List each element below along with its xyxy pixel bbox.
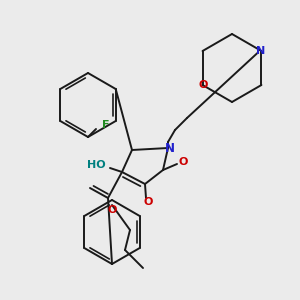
Text: O: O [107, 205, 117, 215]
Text: N: N [256, 46, 265, 56]
Text: HO: HO [87, 160, 105, 170]
Text: F: F [102, 120, 110, 130]
Text: N: N [165, 142, 175, 155]
Text: O: O [199, 80, 208, 90]
Text: O: O [143, 197, 153, 207]
Text: O: O [178, 157, 188, 167]
